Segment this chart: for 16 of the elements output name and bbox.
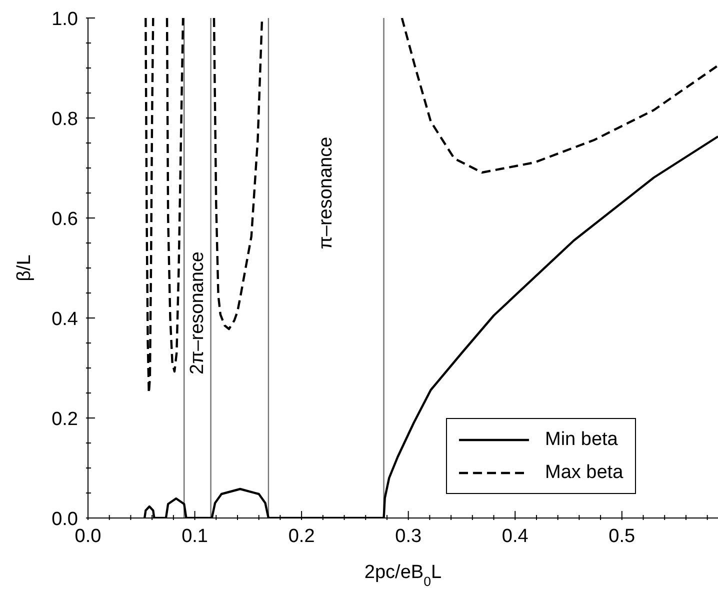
- y-tick-label: 0.6: [52, 209, 78, 230]
- x-tick-label: 0.1: [182, 526, 208, 547]
- y-tick-label: 0.4: [52, 309, 78, 330]
- x-tick-label: 0.2: [288, 526, 315, 547]
- x-tick-label: 0.5: [608, 526, 636, 547]
- x-tick-label: 0.4: [502, 526, 529, 547]
- y-tick-label: 0.8: [52, 109, 78, 130]
- y-tick-label: 0.2: [52, 409, 78, 430]
- annotation: 2π–resonance: [186, 252, 208, 374]
- x-tick-label: 0.3: [395, 526, 422, 547]
- y-tick-label: 1.0: [52, 9, 78, 30]
- legend-label: Max beta: [545, 462, 624, 484]
- annotation: π–resonance: [316, 136, 337, 250]
- x-axis-title: 2pc/eB$_{0}$L: [364, 562, 442, 588]
- y-axis-title: β/L: [14, 254, 35, 282]
- legend-label: Min beta: [545, 428, 618, 450]
